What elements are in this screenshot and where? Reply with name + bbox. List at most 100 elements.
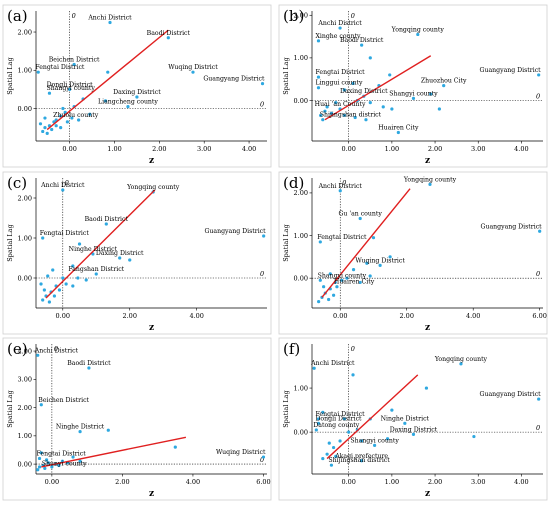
data-point (338, 439, 342, 443)
data-point (78, 459, 82, 463)
point-label: Anchi District (34, 347, 79, 354)
x-tick-label: 0.00 (56, 312, 70, 320)
data-point (364, 118, 368, 122)
point-label: Gu 'an county (338, 210, 382, 217)
data-point (327, 297, 331, 302)
x-axis-label: z (149, 323, 154, 333)
data-point (381, 105, 385, 109)
data-point (390, 408, 394, 412)
data-point (135, 95, 139, 99)
data-point (329, 111, 334, 115)
data-point (36, 353, 40, 357)
data-point (360, 439, 364, 443)
data-point (360, 43, 364, 47)
data-point (77, 118, 81, 122)
data-point (43, 126, 47, 130)
point-label: Ninghe District (69, 246, 118, 253)
zero-label-vertical: 0 (351, 12, 355, 20)
data-point (335, 285, 339, 289)
data-point (71, 264, 75, 268)
data-point (396, 130, 400, 135)
data-point (319, 113, 323, 118)
point-label: Dongli District (315, 415, 362, 422)
point-label: Baodi District (147, 30, 191, 37)
data-point (378, 263, 382, 267)
y-tick-label: 0.00 (294, 428, 308, 436)
y-tick-label: 1.00 (294, 54, 308, 62)
data-point (316, 39, 321, 43)
x-tick-label: 0.00 (341, 145, 355, 153)
data-point (42, 288, 46, 292)
data-point (36, 468, 40, 472)
data-point (260, 82, 265, 86)
y-tick-label: 2.00 (294, 189, 308, 197)
data-point (88, 112, 92, 116)
y-tick-label: 3.00 (18, 376, 32, 384)
scatter-panel-2: (b) 0 0 0.00 1.00 2.00 3.00 4.00 0.00 1.00 2.00 z Sp… (278, 4, 548, 168)
data-point (41, 298, 45, 302)
data-point (47, 300, 51, 304)
panel-frame (2, 337, 272, 501)
data-point (321, 410, 325, 414)
data-point (46, 461, 50, 465)
data-point (424, 386, 429, 390)
data-point (328, 272, 332, 276)
data-point (342, 417, 346, 421)
point-label: Yongqing county (434, 356, 488, 363)
y-tick-label: 4.00 (18, 347, 32, 355)
point-label: Liangcheng county (98, 99, 158, 106)
data-point (39, 403, 43, 407)
y-tick-label: 1.00 (18, 432, 32, 440)
point-label: Anchi District (317, 20, 362, 27)
scatter-panel-3: (c) 0 0 0.00 2.00 4.00 0.00 1.00 2.00 z Spatial La… (2, 171, 272, 335)
x-tick-label: 2.00 (152, 145, 166, 153)
x-tick-label: 4.00 (466, 312, 480, 320)
x-tick-label: 2.00 (428, 145, 442, 153)
data-point (334, 454, 338, 458)
y-tick-label: 1.00 (294, 232, 308, 240)
data-point (316, 86, 321, 90)
x-tick-label: 0.00 (62, 145, 76, 153)
y-axis-label: Spatial Lag (6, 224, 14, 262)
data-point (39, 451, 43, 455)
point-label: Zhuozhou City (421, 78, 467, 85)
point-label: Daxing District (340, 88, 388, 95)
x-tick-label: 2.00 (122, 312, 136, 320)
data-point (342, 88, 346, 92)
data-point (51, 268, 55, 272)
y-axis-label: Spatial Lag (282, 390, 290, 428)
zero-label-vertical: 0 (351, 345, 355, 353)
y-axis-label: Spatial Lag (282, 224, 290, 262)
data-point (37, 456, 42, 461)
point-label: Wuqing District (355, 257, 405, 264)
data-point (43, 116, 47, 120)
data-point (321, 118, 325, 122)
x-axis-label: z (149, 156, 154, 166)
regression-line (45, 189, 156, 299)
data-point (94, 272, 98, 276)
regression-line (321, 188, 411, 298)
data-point (52, 294, 57, 298)
y-tick-label: 0.00 (294, 274, 308, 282)
data-point (59, 126, 63, 130)
data-point (347, 430, 351, 434)
point-label: Beichen District (38, 397, 89, 404)
point-label: Fangshan District (68, 266, 124, 273)
scatter-panel-6: (f) 0 0 0.00 1.00 2.00 3.00 4.00 0.00 1.00 z Spatia… (278, 337, 548, 501)
point-label: Fengtai District (35, 64, 85, 71)
panel-frame (2, 4, 272, 168)
y-axis-label: Spatial Lag (6, 390, 14, 428)
data-point (321, 456, 325, 461)
zero-label-vertical: 0 (72, 12, 76, 20)
zero-label-horizontal: 0 (536, 424, 540, 432)
y-tick-label: 0.00 (294, 97, 308, 105)
point-label: Ninghe District (381, 415, 430, 422)
x-tick-label: 6.00 (256, 478, 270, 486)
data-point (318, 278, 322, 282)
point-label: Yongqing county (391, 26, 445, 33)
data-point (411, 96, 416, 100)
data-point (390, 107, 394, 111)
data-point (44, 458, 49, 462)
data-point (72, 62, 76, 67)
